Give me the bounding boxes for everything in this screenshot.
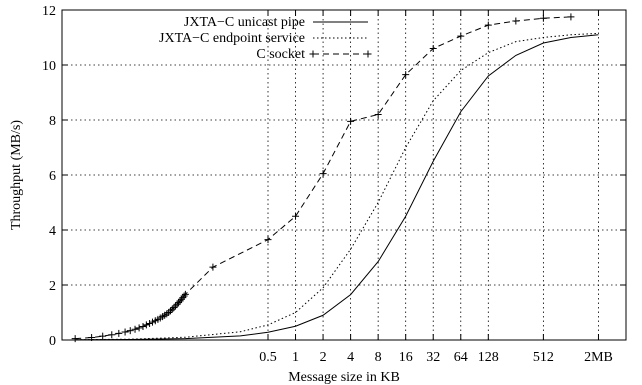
c-socket-point — [71, 335, 79, 343]
series-layer — [71, 13, 599, 343]
x-tick-label: 0.5 — [259, 350, 277, 365]
c-socket-point — [168, 305, 176, 313]
c-socket-point — [172, 302, 180, 310]
x-tick-label: 64 — [454, 350, 468, 365]
c-socket-point — [108, 331, 116, 339]
c-socket-point — [173, 300, 181, 308]
y-axis-label: Throughput (MB/s) — [9, 120, 24, 230]
y-tick-label: 0 — [49, 334, 56, 349]
c-socket-point — [126, 327, 134, 335]
y-tick-label: 2 — [49, 279, 56, 294]
c-socket-point — [484, 21, 492, 29]
x-tick-label: 8 — [375, 350, 382, 365]
c-socket-point — [567, 13, 575, 21]
legend-marker — [309, 50, 317, 58]
c-socket-point — [264, 236, 272, 244]
legend-label: JXTA−C unicast pipe — [184, 15, 305, 30]
c-socket-point — [292, 212, 300, 220]
plot-frame — [61, 9, 627, 341]
x-tick-label: 2 — [320, 350, 327, 365]
series-line-1 — [76, 32, 599, 341]
c-socket-point — [180, 292, 188, 300]
c-socket-point — [167, 307, 175, 315]
c-socket-point — [319, 170, 327, 178]
c-socket-point — [402, 71, 410, 79]
c-socket-point — [115, 329, 123, 337]
y-tick-label: 10 — [42, 59, 56, 74]
x-axis-label: Message size in KB — [288, 370, 400, 385]
c-socket-point — [457, 32, 465, 40]
legend-label: JXTA−C endpoint service — [159, 31, 305, 46]
x-tick-label: 128 — [478, 350, 499, 365]
c-socket-point — [142, 321, 150, 329]
x-tick-label: 16 — [399, 350, 413, 365]
c-socket-point — [429, 45, 437, 52]
y-tick-label: 12 — [42, 4, 56, 19]
legend-marker — [364, 50, 372, 58]
c-socket-point — [135, 324, 143, 332]
y-tick-label: 8 — [49, 114, 56, 129]
c-socket-point — [181, 290, 189, 298]
x-tick-label: 1 — [292, 350, 299, 365]
c-socket-point — [175, 299, 183, 307]
c-socket-point — [99, 332, 107, 340]
x-tick-label: 32 — [426, 350, 440, 365]
legend-label: C socket — [256, 47, 305, 62]
y-tick-label: 4 — [49, 224, 56, 239]
c-socket-point — [146, 320, 154, 327]
grid-layer — [62, 10, 626, 340]
x-tick-label: 2MB — [584, 350, 613, 365]
x-tick-label: 4 — [347, 350, 354, 365]
x-tick-label: 512 — [533, 350, 554, 365]
series-line-0 — [76, 34, 599, 341]
c-socket-point — [512, 17, 520, 25]
c-socket-point — [121, 328, 129, 336]
y-tick-label: 6 — [49, 169, 56, 184]
c-socket-point — [209, 263, 217, 271]
c-socket-point — [347, 117, 355, 125]
c-socket-point — [170, 304, 178, 312]
c-socket-point — [131, 325, 139, 333]
c-socket-point — [139, 323, 147, 331]
c-socket-point — [374, 111, 382, 118]
